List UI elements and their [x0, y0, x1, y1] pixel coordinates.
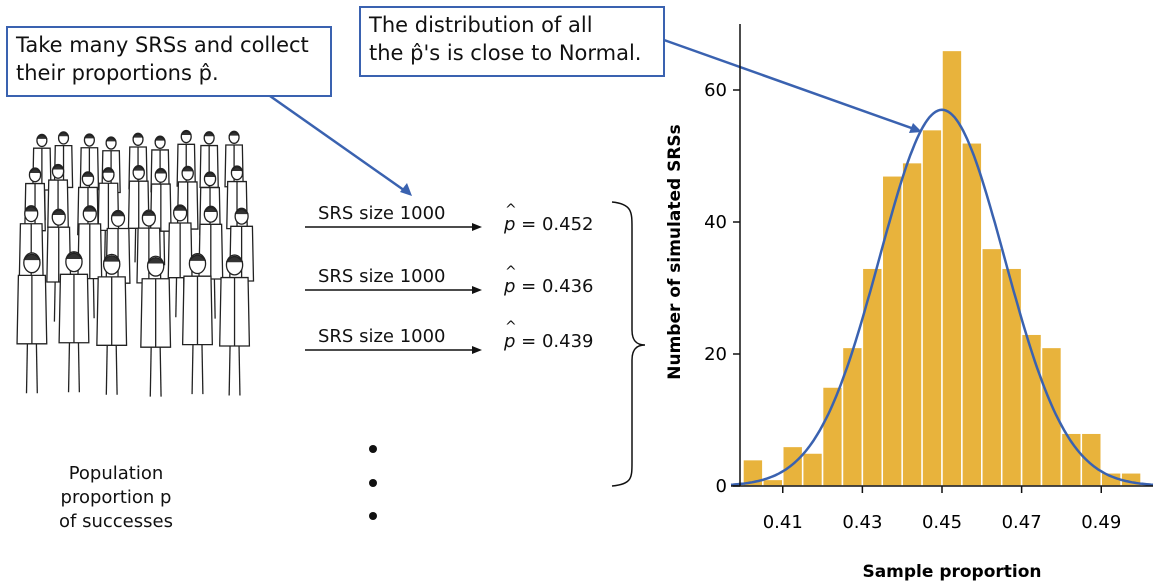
- histogram-bar: [1020, 333, 1043, 487]
- histogram-bar: [762, 478, 784, 487]
- crowd-person: [198, 205, 224, 319]
- population-line-2: proportion p: [60, 487, 172, 508]
- histogram-bar: [881, 175, 903, 487]
- crowd-person: [181, 253, 213, 395]
- sample-arrowhead-1: [472, 223, 482, 231]
- histogram-bars: [742, 49, 1142, 487]
- crowd-person: [140, 255, 172, 397]
- histogram-bar: [981, 247, 1003, 487]
- crowd-illustration-icon: [16, 129, 255, 397]
- phat-symbol: p: [504, 202, 517, 235]
- sample-arrowhead-2: [472, 286, 482, 294]
- x-tick-label: 0.43: [842, 512, 882, 533]
- histogram-bar: [801, 452, 824, 487]
- histogram-bar: [861, 267, 884, 487]
- continuation-dot-3: [369, 512, 377, 520]
- brace: [611, 201, 646, 487]
- y-tick-label: 20: [704, 344, 727, 365]
- crowd-person: [167, 204, 193, 318]
- callout-distribution-normal: The distribution of all the p̂'s is clos…: [359, 6, 665, 77]
- histogram-bar: [921, 128, 943, 487]
- x-axis-title: Sample proportion: [862, 562, 1041, 582]
- phat-symbol: p: [504, 319, 517, 352]
- crowd-person: [219, 254, 251, 396]
- callout-take-many-srss: Take many SRSs and collect their proport…: [6, 26, 332, 97]
- crowd-person: [226, 165, 248, 263]
- x-tick-label: 0.49: [1081, 512, 1121, 533]
- sample-1-phat: p = 0.452: [504, 202, 594, 235]
- callout-left-line-1: Take many SRSs and collect: [16, 33, 309, 57]
- sample-3-phat: p = 0.439: [504, 319, 594, 352]
- crowd-person: [58, 251, 90, 393]
- x-tick-label: 0.47: [1002, 512, 1042, 533]
- callout-top-line-2: the p̂'s is close to Normal.: [369, 41, 642, 65]
- histogram-bar: [1040, 346, 1063, 487]
- sample-2-label: SRS size 1000: [318, 266, 446, 287]
- population-line-1: Population: [68, 463, 164, 484]
- continuation-dot-1: [369, 445, 377, 453]
- sample-2-phat-value: = 0.436: [521, 276, 594, 297]
- sample-3-phat-value: = 0.439: [521, 331, 594, 352]
- y-tick-label: 60: [704, 80, 727, 101]
- sample-2-phat: p = 0.436: [504, 264, 594, 297]
- chart-ticks: 0.41 0.43 0.45 0.47 0.49 0 20 40 60: [704, 80, 1121, 533]
- callout-top-line-1: The distribution of all: [369, 13, 593, 37]
- histogram-bar: [782, 445, 804, 487]
- y-axis-title: Number of simulated SRSs: [665, 124, 685, 380]
- crowd-person: [96, 253, 128, 395]
- histogram-bar: [1000, 267, 1023, 487]
- callout-left-arrowhead: [400, 183, 412, 196]
- population-line-3: of successes: [59, 511, 173, 532]
- y-tick-label: 40: [704, 212, 727, 233]
- phat-symbol: p: [504, 264, 517, 297]
- sample-arrows: [305, 223, 482, 354]
- callout-top-arrowhead: [909, 123, 922, 133]
- histogram-bar: [961, 142, 983, 487]
- sample-arrowhead-3: [472, 346, 482, 354]
- callout-left-pointer: [269, 94, 409, 195]
- histogram-bar: [901, 161, 923, 487]
- crowd-person: [16, 252, 48, 394]
- x-tick-label: 0.41: [763, 512, 803, 533]
- sample-1-label: SRS size 1000: [318, 203, 446, 224]
- normal-curve: [730, 108, 1154, 486]
- continuation-dot-2: [369, 479, 377, 487]
- callout-left-line-2: their proportions p̂.: [16, 61, 219, 85]
- histogram-bar: [1080, 432, 1102, 487]
- population-label: Population proportion p of successes: [46, 462, 186, 534]
- callout-top-pointer: [663, 38, 918, 132]
- histogram-chart: 0.41 0.43 0.45 0.47 0.49 0 20 40 60 Sample propo…: [665, 24, 1154, 582]
- x-tick-label: 0.45: [922, 512, 962, 533]
- sample-3-label: SRS size 1000: [318, 326, 446, 347]
- sample-1-phat-value: = 0.452: [521, 214, 594, 235]
- y-tick-label: 0: [716, 476, 727, 497]
